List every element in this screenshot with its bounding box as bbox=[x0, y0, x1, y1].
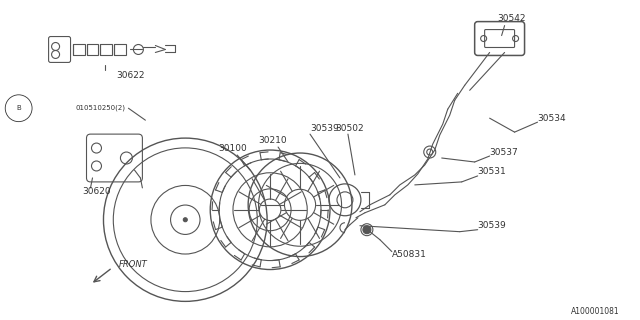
Text: 30531: 30531 bbox=[477, 167, 506, 176]
Text: 30542: 30542 bbox=[498, 14, 526, 23]
Text: 30622: 30622 bbox=[116, 71, 145, 80]
Text: B: B bbox=[16, 105, 21, 111]
Text: 30100: 30100 bbox=[218, 144, 247, 153]
Circle shape bbox=[363, 226, 371, 234]
Text: A50831: A50831 bbox=[392, 250, 427, 259]
Text: 30534: 30534 bbox=[538, 114, 566, 123]
Text: 30502: 30502 bbox=[335, 124, 364, 132]
Text: 30620: 30620 bbox=[83, 188, 111, 196]
Text: 30210: 30210 bbox=[258, 136, 287, 145]
Text: 30537: 30537 bbox=[490, 148, 518, 156]
Text: 30539: 30539 bbox=[310, 124, 339, 132]
Text: 010510250(2): 010510250(2) bbox=[76, 105, 125, 111]
Circle shape bbox=[183, 218, 188, 222]
Text: 30539: 30539 bbox=[477, 221, 506, 230]
Text: A100001081: A100001081 bbox=[571, 307, 620, 316]
Text: FRONT: FRONT bbox=[118, 260, 147, 269]
